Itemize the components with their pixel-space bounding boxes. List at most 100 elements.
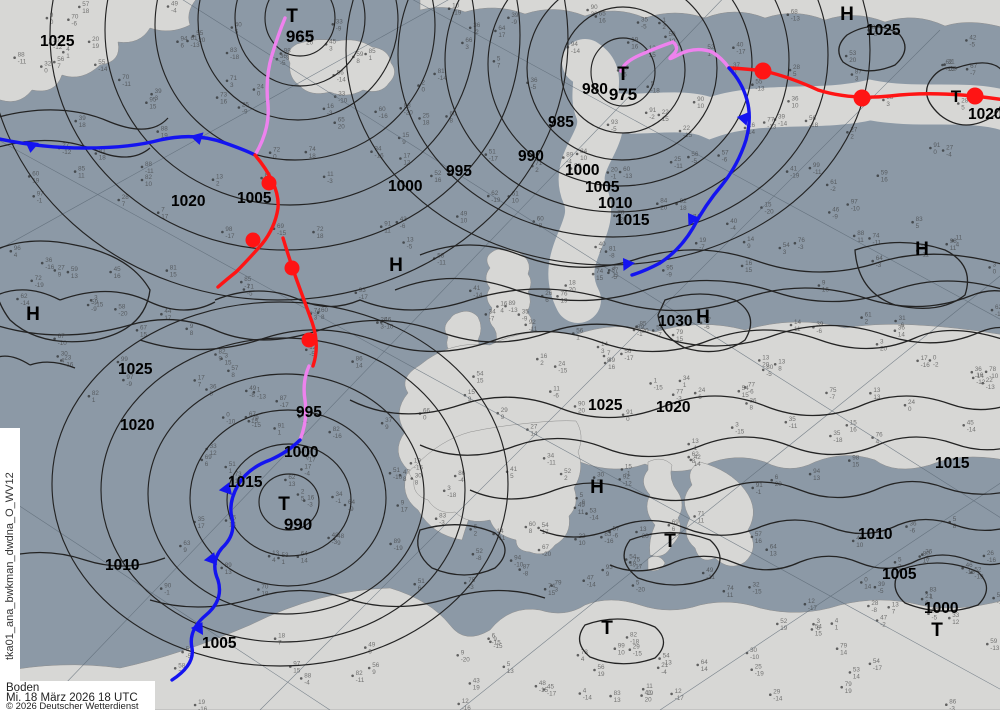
svg-text:-10: -10 [989, 373, 999, 380]
svg-text:-1: -1 [164, 590, 170, 597]
svg-text:7: 7 [198, 381, 202, 388]
svg-text:70: 70 [122, 74, 130, 81]
svg-text:35: 35 [522, 309, 530, 316]
svg-text:41: 41 [473, 285, 481, 292]
svg-text:3: 3 [380, 324, 384, 331]
svg-text:35: 35 [641, 17, 649, 24]
svg-text:1: 1 [654, 377, 658, 384]
svg-text:1025: 1025 [588, 397, 623, 414]
svg-text:-18: -18 [447, 492, 457, 499]
svg-text:0: 0 [864, 576, 868, 583]
svg-text:45: 45 [114, 266, 122, 273]
svg-text:64: 64 [348, 499, 356, 506]
svg-text:52: 52 [780, 618, 788, 625]
svg-text:-13: -13 [791, 16, 801, 23]
svg-text:18: 18 [680, 205, 688, 212]
svg-text:24: 24 [698, 387, 706, 394]
svg-text:30: 30 [750, 647, 758, 654]
svg-text:15: 15 [852, 462, 860, 469]
svg-text:43: 43 [473, 677, 481, 684]
svg-text:-6: -6 [910, 528, 916, 535]
svg-text:-16: -16 [333, 433, 343, 440]
svg-text:6: 6 [817, 625, 821, 632]
svg-text:20: 20 [569, 287, 577, 294]
svg-text:83: 83 [916, 216, 924, 223]
svg-text:-15: -15 [633, 651, 643, 658]
svg-text:87: 87 [280, 395, 288, 402]
svg-text:17: 17 [921, 355, 929, 362]
svg-text:-14: -14 [975, 373, 985, 380]
svg-text:990: 990 [284, 515, 312, 534]
svg-text:9: 9 [219, 356, 223, 363]
svg-text:5: 5 [507, 661, 511, 668]
svg-text:-3: -3 [327, 178, 333, 185]
svg-text:1000: 1000 [924, 600, 958, 617]
svg-text:H: H [389, 255, 403, 276]
svg-text:55: 55 [755, 79, 763, 86]
svg-text:88: 88 [857, 230, 865, 237]
svg-text:13: 13 [640, 526, 648, 533]
svg-text:87: 87 [611, 267, 619, 274]
svg-text:42: 42 [969, 34, 977, 41]
svg-text:18: 18 [82, 8, 90, 15]
svg-text:82: 82 [630, 631, 638, 638]
svg-text:15: 15 [625, 463, 633, 470]
svg-text:T: T [931, 620, 943, 641]
svg-text:27: 27 [946, 145, 954, 152]
svg-text:33: 33 [336, 18, 344, 25]
svg-text:74: 74 [548, 583, 556, 590]
svg-text:7: 7 [892, 608, 896, 615]
svg-text:46: 46 [832, 206, 840, 213]
svg-text:-10: -10 [750, 654, 760, 661]
svg-text:76: 76 [561, 290, 569, 297]
svg-text:5: 5 [580, 492, 584, 499]
svg-text:53: 53 [853, 666, 861, 673]
svg-text:90: 90 [697, 96, 705, 103]
svg-text:-15: -15 [735, 429, 745, 436]
svg-text:-11: -11 [547, 459, 556, 466]
svg-text:18: 18 [79, 122, 87, 129]
svg-text:16: 16 [850, 426, 858, 433]
svg-text:-3: -3 [798, 244, 804, 251]
svg-text:11: 11 [646, 683, 653, 690]
svg-text:2: 2 [540, 360, 544, 367]
svg-text:94: 94 [181, 36, 189, 43]
svg-text:-11: -11 [122, 81, 131, 88]
svg-text:-10: -10 [393, 474, 403, 481]
svg-text:-9: -9 [522, 316, 528, 323]
svg-text:22: 22 [683, 125, 691, 132]
svg-text:12: 12 [210, 450, 218, 457]
svg-text:15: 15 [140, 331, 148, 338]
svg-text:20: 20 [611, 167, 619, 174]
svg-text:-4: -4 [730, 225, 736, 232]
svg-text:-14: -14 [773, 696, 783, 703]
svg-text:88: 88 [145, 161, 153, 168]
svg-text:11: 11 [327, 171, 334, 178]
svg-text:-3: -3 [949, 706, 955, 710]
svg-text:67: 67 [58, 333, 66, 340]
svg-text:T: T [601, 618, 613, 639]
svg-text:T: T [286, 6, 298, 27]
svg-text:-18: -18 [833, 437, 843, 444]
svg-text:59: 59 [71, 266, 79, 273]
svg-text:H: H [590, 477, 604, 498]
svg-text:24: 24 [257, 84, 265, 91]
svg-text:7: 7 [607, 350, 611, 357]
svg-text:16: 16 [608, 364, 616, 371]
svg-text:55: 55 [98, 59, 106, 66]
svg-text:995: 995 [296, 404, 322, 421]
svg-text:14: 14 [840, 650, 848, 657]
svg-text:995: 995 [446, 163, 472, 180]
svg-text:20: 20 [645, 697, 653, 704]
svg-text:2: 2 [301, 489, 305, 496]
svg-text:9: 9 [747, 243, 751, 250]
svg-text:54: 54 [663, 653, 671, 660]
svg-text:8: 8 [415, 480, 419, 487]
svg-text:77: 77 [748, 381, 756, 388]
svg-text:3: 3 [465, 44, 469, 51]
svg-text:39: 39 [816, 321, 824, 328]
svg-text:14: 14 [794, 319, 802, 326]
svg-text:13: 13 [873, 387, 881, 394]
svg-text:16: 16 [881, 177, 889, 184]
svg-text:47: 47 [880, 615, 888, 622]
